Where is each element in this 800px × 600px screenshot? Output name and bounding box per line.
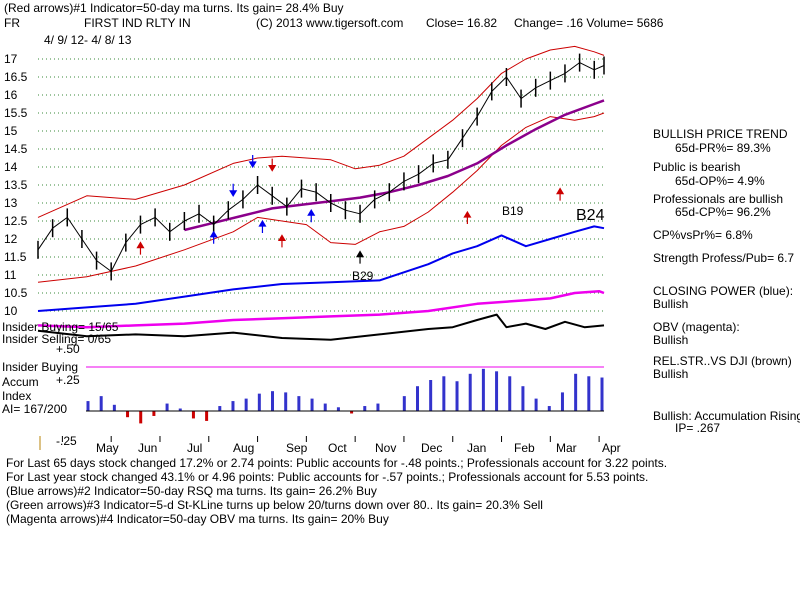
bullish-trend-heading: BULLISH PRICE TREND [653, 127, 788, 141]
insider-buying-count: Insider Buying= 15/65 [2, 320, 119, 334]
cp-value: 65d-CP%= 96.2% [675, 205, 771, 219]
footer-year: For Last year stock changed 43.1% or 4.9… [6, 470, 649, 484]
sell-arrow-icon [229, 183, 238, 197]
ma-line [184, 99, 605, 232]
buy-arrow-icon [136, 241, 145, 255]
symbol: FR [4, 16, 20, 30]
price-tick-label: 10 [4, 304, 18, 318]
accum-axis-plus50: +.50 [56, 342, 80, 356]
price-tick-label: 13.5 [4, 178, 28, 192]
buy-arrow-icon [258, 219, 267, 233]
cp-vs-pr: CP%vsPr%= 6.8% [653, 228, 753, 242]
price-tick-label: 10.5 [4, 286, 28, 300]
company-name: FIRST IND RLTY IN [84, 16, 191, 30]
buy-arrow-icon [556, 187, 565, 201]
accum-rising: Bullish: Accumulation Rising [653, 409, 800, 423]
sell-arrow-icon [268, 158, 277, 172]
lower-band-line [37, 112, 605, 283]
axis-ticks [39, 436, 600, 450]
price-tick-label: 12.5 [4, 214, 28, 228]
ip-value: IP= .267 [675, 421, 721, 435]
indicator-3-line: (Green arrows)#3 Indicator=5-d St-KLine … [6, 498, 543, 512]
accum-label: Accum [2, 375, 39, 389]
close-value: Close= 16.82 [426, 16, 498, 30]
rel-str-status: Bullish [653, 367, 689, 381]
month-label: Aug [233, 441, 255, 455]
price-tick-label: 11 [4, 268, 17, 282]
accum-axis-minus25: -.25 [56, 434, 77, 448]
price-tick-label: 15 [4, 124, 18, 138]
insider-selling-count: Insider Selling= 0/65 [2, 332, 112, 346]
public-status: Public is bearish [653, 160, 741, 174]
price-tick-label: 17 [4, 52, 18, 66]
envelope-bands [37, 45, 605, 283]
closing-power-label: CLOSING POWER (blue): [653, 284, 794, 298]
price-tick-label: 14 [4, 160, 18, 174]
price-line [37, 62, 605, 272]
sell-arrow-icon [248, 155, 257, 169]
pr-value: 65d-PR%= 89.3% [675, 141, 771, 155]
month-label: Dec [421, 441, 443, 455]
ai-value: AI= 167/200 [2, 402, 68, 416]
copyright: (C) 2013 www.tigersoft.com [256, 16, 404, 30]
buy-arrow-icon [209, 230, 218, 244]
index-label: Index [2, 389, 32, 403]
month-label: Oct [328, 441, 347, 455]
month-label: Jan [467, 441, 487, 455]
price-tick-label: 16 [4, 88, 18, 102]
rel-str-label: REL.STR..VS DJI (brown) [653, 354, 792, 368]
signal-label-b24: B24 [576, 207, 605, 224]
closing-power-line [37, 225, 605, 312]
buy-arrow-icon [463, 210, 472, 224]
signal-arrows [136, 155, 565, 264]
obv-label: OBV (magenta): [653, 320, 740, 334]
indicator-1-line: (Red arrows)#1 Indicator=50-day ma turns… [4, 1, 344, 15]
rel-strength-line [37, 313, 605, 341]
month-label: Nov [375, 441, 397, 455]
price-tick-label: 13 [4, 196, 18, 210]
insider-buying-legend: Insider Buying [2, 360, 79, 374]
professionals-status: Professionals are bullish [653, 192, 784, 206]
op-value: 65d-OP%= 4.9% [675, 174, 765, 188]
month-label: Feb [514, 441, 535, 455]
date-range: 4/ 9/ 12- 4/ 8/ 13 [44, 33, 132, 47]
price-tick-label: 16.5 [4, 70, 28, 84]
indicator-2-line: (Blue arrows)#2 Indicator=50-day RSQ ma … [6, 484, 377, 498]
strength-ratio: Strength Profess/Pub= 6.7 [653, 251, 795, 265]
indicator-4-line: (Magenta arrows)#4 Indicator=50-day OBV … [6, 512, 389, 526]
month-label: Jul [187, 441, 203, 455]
price-tick-label: 15.5 [4, 106, 28, 120]
accumulation-histogram [86, 366, 604, 424]
buy-arrow-icon [307, 209, 316, 223]
upper-band-line [37, 45, 605, 218]
price-tick-label: 14.5 [4, 142, 28, 156]
month-label: Apr [602, 441, 621, 455]
closing-power-status: Bullish [653, 297, 689, 311]
month-label: Sep [286, 441, 308, 455]
chart-series [37, 53, 605, 341]
month-label: Jun [138, 441, 158, 455]
price-tick-label: 11.5 [4, 250, 27, 264]
price-gridlines [38, 58, 604, 312]
signal-label-b29: B29 [352, 269, 374, 283]
change-volume: Change= .16 Volume= 5686 [514, 16, 664, 30]
month-label: May [96, 441, 119, 455]
buy-arrow-icon [355, 250, 365, 264]
buy-arrow-icon [277, 234, 287, 248]
obv-line [37, 289, 605, 329]
obv-status: Bullish [653, 333, 689, 347]
accum-axis-plus25: +.25 [56, 373, 80, 387]
signal-label-b19: B19 [502, 204, 524, 218]
price-tick-label: 12 [4, 232, 18, 246]
footer-65-day: For Last 65 days stock changed 17.2% or … [6, 456, 668, 470]
month-label: Mar [556, 441, 577, 455]
